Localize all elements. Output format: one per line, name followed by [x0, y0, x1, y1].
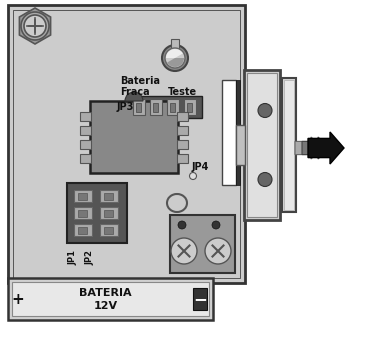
- Bar: [150, 99, 162, 115]
- Bar: [193, 288, 207, 310]
- Text: Teste: Teste: [168, 87, 197, 97]
- Bar: [80, 126, 91, 135]
- Bar: [78, 227, 87, 234]
- Bar: [78, 193, 87, 200]
- Bar: [74, 207, 92, 219]
- Text: JP4: JP4: [192, 162, 209, 172]
- Text: JP2: JP2: [85, 250, 94, 265]
- Bar: [244, 70, 280, 220]
- Wedge shape: [167, 58, 184, 67]
- Bar: [236, 80, 240, 185]
- Bar: [74, 190, 92, 202]
- Bar: [177, 154, 188, 163]
- Bar: [177, 112, 188, 121]
- Circle shape: [258, 103, 272, 118]
- Text: +: +: [12, 292, 24, 307]
- Bar: [177, 126, 188, 135]
- Bar: [8, 278, 213, 320]
- Bar: [78, 210, 87, 217]
- Text: 12V: 12V: [94, 301, 118, 311]
- Bar: [74, 224, 92, 236]
- Bar: [170, 215, 235, 273]
- Bar: [247, 73, 277, 217]
- Circle shape: [178, 221, 186, 229]
- Circle shape: [21, 12, 49, 40]
- Bar: [284, 80, 294, 210]
- Circle shape: [258, 173, 272, 187]
- Text: Bateria: Bateria: [120, 76, 160, 86]
- Bar: [90, 101, 178, 173]
- Bar: [80, 140, 91, 149]
- Text: −: −: [193, 290, 207, 308]
- Wedge shape: [125, 92, 143, 101]
- Circle shape: [212, 221, 220, 229]
- Circle shape: [205, 238, 231, 264]
- Circle shape: [171, 238, 197, 264]
- Bar: [222, 80, 236, 185]
- Bar: [133, 99, 145, 115]
- Bar: [177, 140, 188, 149]
- Text: JP1: JP1: [68, 250, 77, 265]
- Bar: [12, 282, 209, 316]
- Bar: [167, 99, 179, 115]
- Bar: [104, 227, 113, 234]
- Circle shape: [165, 48, 185, 68]
- Bar: [170, 103, 175, 112]
- Text: BATERIA: BATERIA: [79, 288, 132, 298]
- Text: JP3: JP3: [117, 102, 134, 112]
- Bar: [100, 207, 118, 219]
- Polygon shape: [295, 137, 323, 159]
- Polygon shape: [20, 8, 51, 44]
- Bar: [100, 224, 118, 236]
- Text: Fraca: Fraca: [120, 87, 150, 97]
- Wedge shape: [166, 49, 183, 58]
- Bar: [136, 103, 141, 112]
- Bar: [171, 39, 179, 49]
- Bar: [67, 183, 127, 243]
- Bar: [80, 112, 91, 121]
- Bar: [13, 10, 240, 278]
- Circle shape: [162, 45, 188, 71]
- Circle shape: [24, 15, 46, 37]
- Circle shape: [190, 173, 197, 180]
- Bar: [8, 5, 245, 283]
- Bar: [104, 193, 113, 200]
- Bar: [282, 78, 296, 212]
- Bar: [80, 154, 91, 163]
- Bar: [184, 99, 196, 115]
- Bar: [128, 96, 202, 118]
- Polygon shape: [302, 137, 330, 159]
- Bar: [236, 125, 245, 165]
- Bar: [100, 190, 118, 202]
- Bar: [104, 210, 113, 217]
- Bar: [187, 103, 192, 112]
- Bar: [153, 103, 158, 112]
- Polygon shape: [308, 132, 344, 164]
